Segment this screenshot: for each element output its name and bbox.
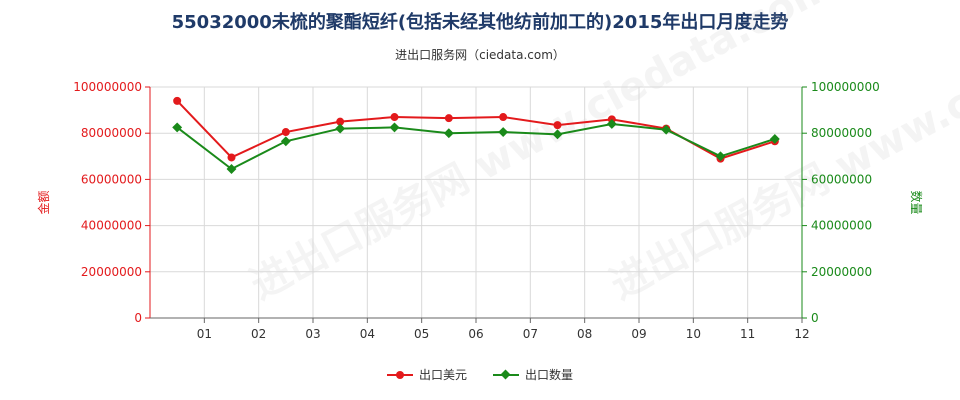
data-point-qty <box>715 151 726 162</box>
data-point-usd <box>281 128 290 137</box>
data-point-usd <box>227 153 236 162</box>
data-point-qty <box>172 122 183 133</box>
x-tick-label: 12 <box>794 327 809 341</box>
series-line-qty <box>176 122 776 171</box>
y-tick-label-left: 40000000 <box>81 219 142 233</box>
chart-title: 55032000未梳的聚酯短纤(包括未经其他纺前加工的)2015年出口月度走势 <box>171 12 789 33</box>
data-point-usd <box>444 114 453 123</box>
watermark-text: 进出口服务网 www.ciedata.com <box>243 0 840 309</box>
x-tick-label: 08 <box>577 327 592 341</box>
data-point-qty <box>661 124 672 135</box>
y-tick-label-right: 80000000 <box>811 126 872 140</box>
data-point-qty <box>443 128 454 139</box>
x-tick-label: 06 <box>468 327 483 341</box>
x-tick-label: 11 <box>740 327 755 341</box>
x-tick-label: 01 <box>197 327 212 341</box>
legend-item-qty[interactable]: 出口数量 <box>493 366 573 383</box>
y-tick-label-left: 80000000 <box>81 126 142 140</box>
x-tick-label: 10 <box>686 327 701 341</box>
data-point-qty <box>498 127 509 137</box>
legend-label-usd: 出口美元 <box>418 368 467 382</box>
x-tick-label: 03 <box>305 327 320 341</box>
y-tick-label-left: 60000000 <box>81 172 142 186</box>
watermark-text: 进出口服务网 www.ciedata.com <box>603 0 960 309</box>
y-tick-label-right: 100000000 <box>811 80 880 94</box>
y-tick-label-right: 0 <box>811 311 819 325</box>
y-tick-label-left: 100000000 <box>73 80 142 94</box>
data-point-usd <box>173 96 182 105</box>
data-point-usd <box>390 113 399 122</box>
x-tick-label: 04 <box>360 327 375 341</box>
chart-subtitle: 进出口服务网（ciedata.com） <box>395 48 565 62</box>
y-axis-label-right: 数量 <box>909 190 924 214</box>
legend-item-usd[interactable]: 出口美元 <box>386 366 467 383</box>
data-point-qty <box>606 119 617 129</box>
y-tick-label-left: 0 <box>134 311 142 325</box>
y-axis-label-left: 金额 <box>36 190 51 214</box>
data-point-usd <box>553 121 562 130</box>
y-tick-label-left: 20000000 <box>81 265 142 279</box>
legend-swatch-qty <box>493 369 519 379</box>
y-tick-label-right: 60000000 <box>811 172 872 186</box>
data-point-qty <box>769 134 780 144</box>
data-point-qty <box>226 164 237 174</box>
data-point-usd <box>336 117 345 126</box>
x-tick-label: 02 <box>251 327 266 341</box>
y-tick-label-right: 40000000 <box>811 219 872 233</box>
x-tick-label: 05 <box>414 327 429 341</box>
data-point-usd <box>499 113 508 122</box>
legend-swatch-usd <box>386 370 413 379</box>
x-tick-label: 07 <box>523 327 538 341</box>
x-tick-label: 09 <box>631 327 646 341</box>
chart-legend: 出口美元 出口数量 <box>0 366 960 383</box>
y-tick-label-right: 20000000 <box>811 265 872 279</box>
data-point-qty <box>389 122 400 133</box>
data-point-qty <box>552 129 563 140</box>
data-point-qty <box>280 136 291 147</box>
legend-label-qty: 出口数量 <box>525 368 574 382</box>
data-point-qty <box>335 123 346 134</box>
